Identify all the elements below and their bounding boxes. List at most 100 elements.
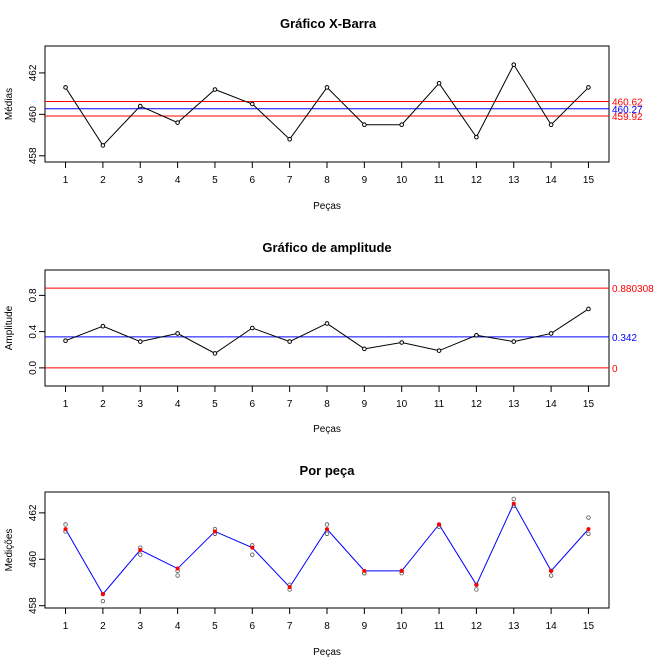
by-part-x-tick-label: 10 [396, 621, 408, 632]
by-part-x-axis-label: Peças [313, 647, 341, 658]
by-part-mean-point [175, 566, 180, 571]
xbar-plot-frame [44, 45, 610, 163]
by-part-x-tick-label: 11 [434, 621, 445, 632]
by-part-mean-point [511, 501, 516, 506]
range-x-tick-label: 12 [471, 399, 483, 410]
by-part-measurement-point [511, 496, 516, 502]
by-part-mean-point [549, 568, 554, 573]
range-lic-label: 0 [612, 364, 618, 375]
range-data-point [324, 321, 330, 326]
by-part-x-tick-label: 5 [212, 621, 218, 632]
by-part-measurement-point [250, 552, 255, 557]
by-part-x-tick-label: 8 [324, 621, 330, 632]
range-x-tick-label: 3 [137, 399, 143, 410]
xbar-y-tick-label: 462 [28, 64, 39, 81]
xbar-x-tick-label: 5 [212, 175, 218, 186]
range-data-point [586, 306, 591, 312]
xbar-x-tick-label: 7 [287, 175, 293, 186]
range-series [63, 306, 591, 356]
range-y-tick-label: 0.4 [28, 324, 39, 338]
range-x-tick-label: 9 [362, 399, 368, 410]
range-plot-frame [44, 269, 610, 387]
xbar-x-axis: 1 2 3 4 5 6 7 8 9 10 11 12 13 14 15 [63, 162, 594, 186]
xbar-x-tick-label: 2 [100, 175, 106, 186]
range-lsc-label: 0.880308 [612, 284, 654, 295]
range-data-point [287, 339, 292, 344]
xbar-series-line [65, 63, 589, 147]
range-y-axis: 0.0 0.4 0.8 [28, 288, 45, 375]
by-part-mean-point [287, 585, 292, 590]
xbar-data-point [100, 143, 106, 148]
xbar-data-point [324, 85, 330, 90]
by-part-mean-point [138, 548, 143, 553]
range-data-point [436, 348, 442, 353]
range-x-tick-label: 13 [508, 399, 520, 410]
by-part-title: Por peça [300, 463, 356, 478]
range-data-point [175, 331, 180, 336]
range-lc-label: 0.342 [612, 333, 637, 344]
xbar-x-tick-label: 1 [63, 175, 69, 186]
by-part-measurement-point [138, 552, 143, 557]
xbar-x-tick-label: 6 [250, 175, 256, 186]
range-y-axis-label: Amplitude [4, 305, 15, 350]
xbar-data-point [436, 80, 442, 86]
range-x-tick-label: 14 [546, 399, 558, 410]
xbar-data-point [511, 62, 517, 67]
xbar-chart-title: Gráfico X-Barra [280, 16, 377, 31]
xbar-lc-label: 460.27 [612, 105, 643, 116]
by-part-x-tick-label: 13 [508, 621, 520, 632]
xbar-data-point [212, 87, 218, 92]
by-part-measurement-point [548, 573, 554, 578]
by-part-mean-point [324, 527, 329, 532]
xbar-lsc-label: 460.62 [612, 98, 643, 109]
range-y-tick-label: 0.8 [28, 288, 39, 302]
xbar-data-point [548, 122, 554, 128]
by-part-x-tick-label: 15 [583, 621, 595, 632]
by-part-measurement-point [175, 573, 180, 578]
by-part-measurement-point [474, 587, 479, 592]
by-part-y-axis: 458 460 462 [28, 504, 45, 614]
by-part-mean-point [212, 529, 217, 534]
xbar-x-tick-label: 11 [434, 175, 445, 186]
by-part-mean-point [362, 568, 367, 573]
by-part-y-tick-label: 458 [28, 597, 39, 614]
by-part-mean-point [474, 582, 479, 587]
by-part-x-tick-label: 12 [471, 621, 483, 632]
by-part-measurement-point [586, 515, 591, 520]
range-x-tick-label: 10 [396, 399, 408, 410]
range-x-tick-label: 4 [175, 399, 181, 410]
xbar-series [63, 62, 591, 148]
by-part-mean-point [399, 568, 404, 573]
xbar-y-axis: 458 460 462 [28, 64, 45, 164]
by-part-x-tick-label: 4 [175, 621, 181, 632]
range-x-tick-label: 2 [100, 399, 106, 410]
by-part-measurement-point [63, 522, 68, 527]
by-part-mean-line [65, 502, 589, 595]
by-part-measurement-point [324, 531, 330, 536]
range-data-point [362, 346, 367, 352]
by-part-plot-frame [44, 491, 610, 609]
xbar-data-point [362, 122, 367, 128]
by-part-x-tick-label: 7 [287, 621, 293, 632]
xbar-y-tick-label: 458 [28, 147, 39, 164]
by-part-x-tick-label: 2 [100, 621, 106, 632]
range-data-point [137, 339, 143, 344]
xbar-data-point [586, 85, 591, 90]
by-part-x-tick-label: 6 [250, 621, 256, 632]
range-y-tick-label: 0.0 [28, 360, 39, 374]
by-part-measurement-point [324, 522, 330, 527]
by-part-mean-point [100, 592, 105, 597]
by-part-series [63, 496, 591, 604]
by-part-x-tick-label: 1 [63, 621, 69, 632]
by-part-mean-point [437, 522, 442, 527]
range-x-tick-label: 8 [324, 399, 330, 410]
range-x-axis-label: Peças [313, 424, 341, 435]
by-part-measurement-point [586, 531, 591, 536]
range-x-tick-label: 5 [212, 399, 218, 410]
xbar-data-point [249, 101, 255, 107]
range-data-point [511, 339, 517, 344]
xbar-x-tick-label: 14 [546, 175, 558, 186]
